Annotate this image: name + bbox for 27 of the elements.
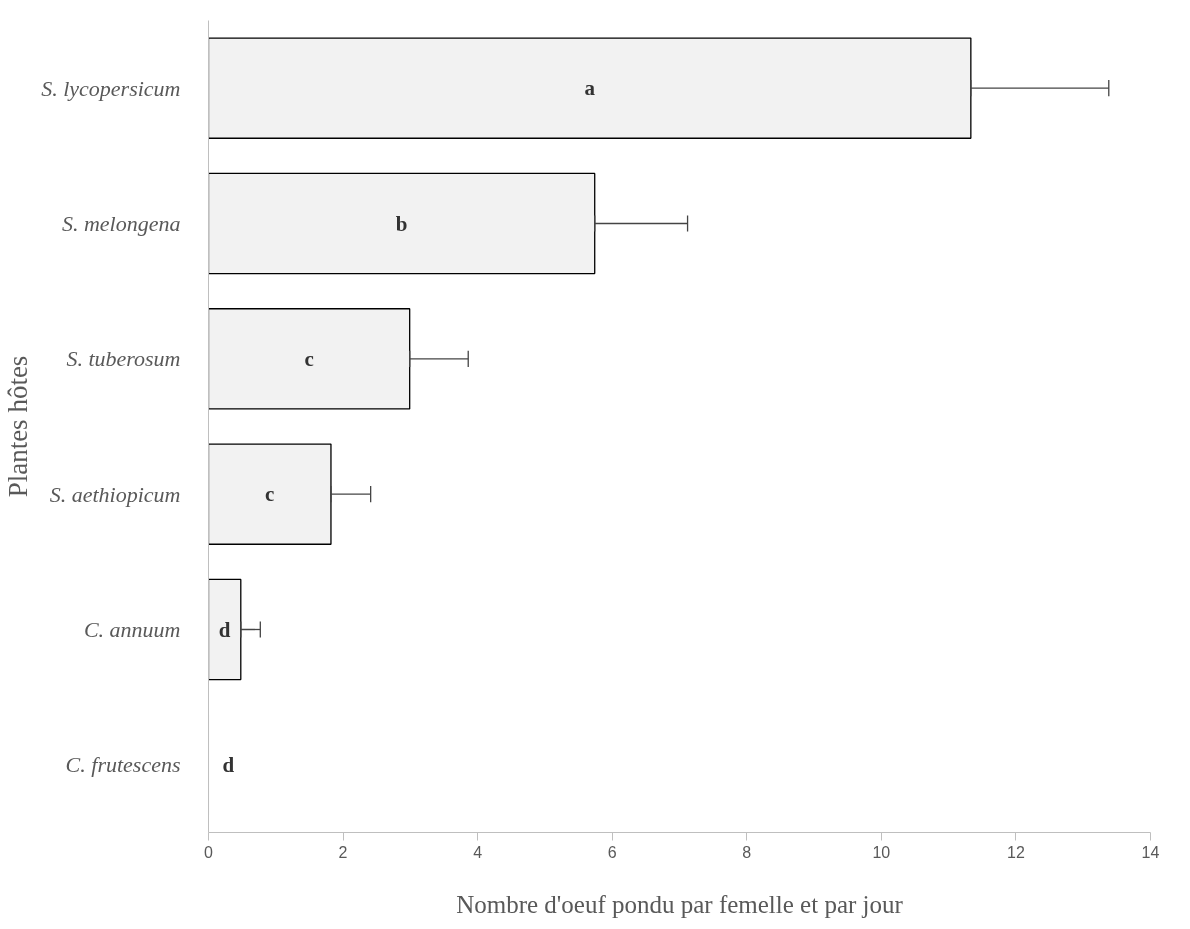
y-tick-label: S. aethiopicum (49, 481, 181, 507)
x-tick-label: 14 (1141, 843, 1160, 861)
x-axis-title: Nombre d'oeuf pondu par femelle et par jour (456, 890, 904, 918)
x-tick-label: 10 (872, 843, 891, 861)
data-label: d (222, 752, 235, 777)
bar (208, 172, 596, 275)
y-tick-label: S. melongena (61, 211, 181, 236)
y-tick-label: S. lycopersicum (41, 75, 181, 101)
x-tick-label: 0 (204, 843, 214, 861)
x-tick-label: 4 (473, 843, 483, 861)
y-tick-label: C. frutescens (65, 752, 181, 778)
x-tick-label: 2 (338, 843, 348, 861)
data-label: b (395, 211, 408, 236)
x-tick-label: 6 (607, 843, 617, 861)
x-tick-label: 12 (1007, 843, 1025, 861)
data-label: c (304, 346, 314, 371)
y-tick-label: C. annuum (83, 617, 181, 642)
x-tick-label: 8 (742, 843, 752, 861)
bar (208, 443, 332, 545)
bar (208, 308, 411, 410)
y-axis-title: Plantes hôtes (3, 355, 34, 498)
bar (208, 37, 972, 139)
data-label: c (265, 482, 275, 507)
y-tick-label: S. tuberosum (66, 346, 181, 372)
data-label: d (218, 617, 231, 642)
data-label: a (584, 76, 596, 101)
bar (208, 578, 242, 681)
